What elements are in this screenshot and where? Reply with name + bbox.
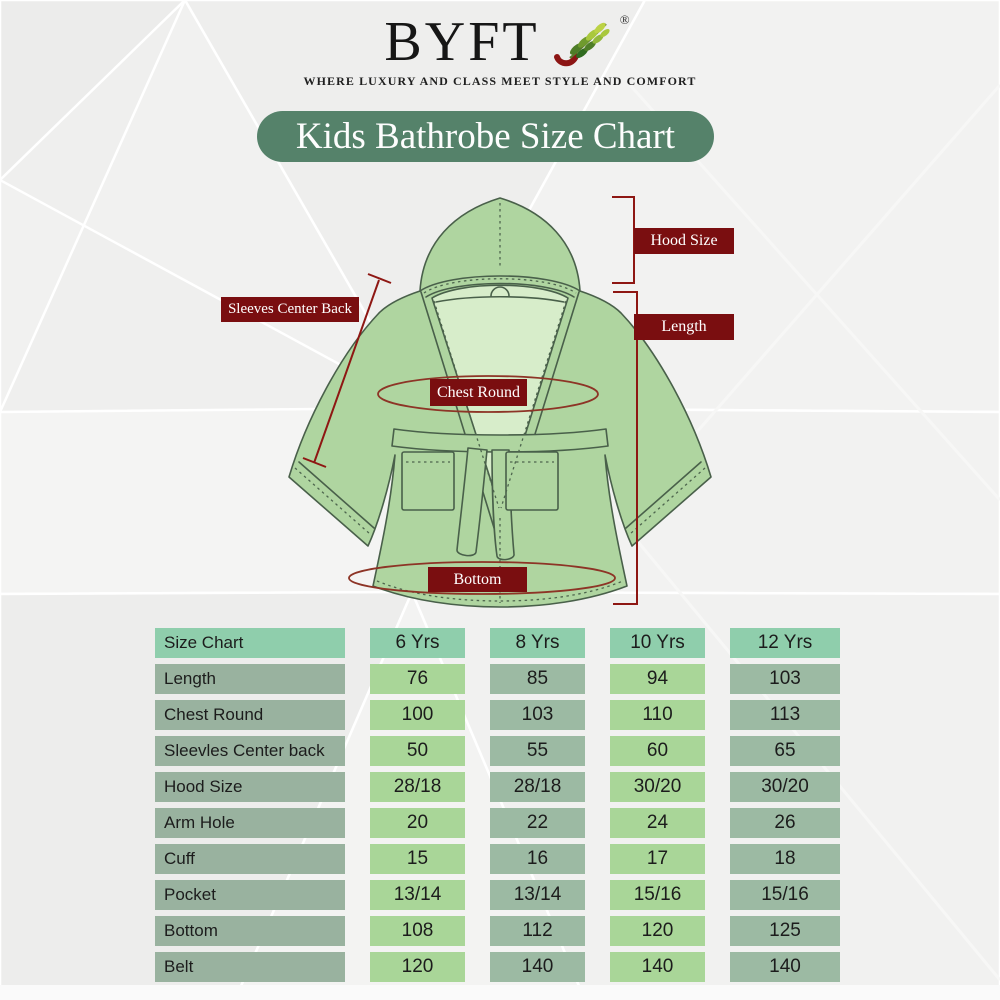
table-cell: 13/14 [370, 880, 465, 910]
page-title: Kids Bathrobe Size Chart [257, 111, 714, 162]
table-cell: 125 [730, 916, 840, 946]
table-row-label: Cuff [155, 844, 345, 874]
table-cell: 140 [730, 952, 840, 982]
table-cell: 94 [610, 664, 705, 694]
table-row-label: Chest Round [155, 700, 345, 730]
table-cell: 15/16 [610, 880, 705, 910]
table-cell: 120 [370, 952, 465, 982]
table-header-cell: 8 Yrs [490, 628, 585, 658]
table-cell: 30/20 [610, 772, 705, 802]
size-table: Size Chart 6 Yrs 8 Yrs 10 Yrs 12 Yrs Length 76… [155, 628, 849, 982]
table-cell: 20 [370, 808, 465, 838]
table-header-cell: 6 Yrs [370, 628, 465, 658]
table-cell: 140 [490, 952, 585, 982]
leaf-icon: ® [550, 12, 630, 70]
table-cell: 24 [610, 808, 705, 838]
table-header-cell: 10 Yrs [610, 628, 705, 658]
table-cell: 100 [370, 700, 465, 730]
label-chest-round: Chest Round [430, 379, 527, 406]
brand-wordmark: BYFT [384, 11, 540, 73]
table-row-label: Sleevles Center back [155, 736, 345, 766]
table-cell: 85 [490, 664, 585, 694]
table-cell: 120 [610, 916, 705, 946]
label-length: Length [634, 314, 734, 340]
table-row-label: Belt [155, 952, 345, 982]
table-header-cell: Size Chart [155, 628, 345, 658]
table-cell: 30/20 [730, 772, 840, 802]
table-cell: 28/18 [370, 772, 465, 802]
table-row-label: Arm Hole [155, 808, 345, 838]
registered-mark: ® [619, 12, 630, 27]
table-cell: 55 [490, 736, 585, 766]
table-cell: 17 [610, 844, 705, 874]
brand-header: BYFT ® WHERE LUXURY AND CLASS MEET STYLE [0, 11, 1000, 89]
table-cell: 15 [370, 844, 465, 874]
table-cell: 18 [730, 844, 840, 874]
label-sleeves-center-back: Sleeves Center Back [221, 297, 359, 322]
table-cell: 16 [490, 844, 585, 874]
table-cell: 110 [610, 700, 705, 730]
label-bottom: Bottom [428, 567, 527, 592]
brand-tagline: WHERE LUXURY AND CLASS MEET STYLE AND CO… [303, 74, 697, 88]
table-cell: 108 [370, 916, 465, 946]
table-row-label: Bottom [155, 916, 345, 946]
table-cell: 60 [610, 736, 705, 766]
table-cell: 76 [370, 664, 465, 694]
table-row-label: Length [155, 664, 345, 694]
label-hood-size: Hood Size [634, 228, 734, 254]
table-row-label: Pocket [155, 880, 345, 910]
table-cell: 15/16 [730, 880, 840, 910]
table-row-label: Hood Size [155, 772, 345, 802]
table-cell: 13/14 [490, 880, 585, 910]
table-cell: 112 [490, 916, 585, 946]
table-cell: 113 [730, 700, 840, 730]
table-header-cell: 12 Yrs [730, 628, 840, 658]
table-cell: 140 [610, 952, 705, 982]
table-cell: 103 [730, 664, 840, 694]
table-cell: 50 [370, 736, 465, 766]
table-cell: 26 [730, 808, 840, 838]
table-cell: 103 [490, 700, 585, 730]
table-cell: 65 [730, 736, 840, 766]
table-cell: 22 [490, 808, 585, 838]
table-cell: 28/18 [490, 772, 585, 802]
